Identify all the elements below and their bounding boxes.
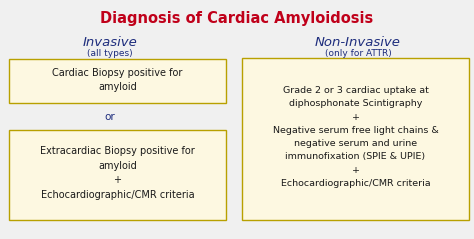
Text: Invasive: Invasive (82, 36, 137, 49)
Text: Grade 2 or 3 cardiac uptake at
diphosphonate Scintigraphy
+
Negative serum free : Grade 2 or 3 cardiac uptake at diphospho… (273, 86, 438, 188)
Text: or: or (105, 112, 115, 122)
Text: Diagnosis of Cardiac Amyloidosis: Diagnosis of Cardiac Amyloidosis (100, 11, 374, 26)
FancyBboxPatch shape (9, 130, 226, 220)
Text: Extracardiac Biopsy positive for
amyloid
+
Echocardiographic/CMR criteria: Extracardiac Biopsy positive for amyloid… (40, 146, 195, 200)
Text: Non-Invasive: Non-Invasive (315, 36, 401, 49)
FancyBboxPatch shape (9, 59, 226, 103)
FancyBboxPatch shape (242, 58, 469, 220)
Text: Cardiac Biopsy positive for
amyloid: Cardiac Biopsy positive for amyloid (52, 68, 182, 92)
Text: (all types): (all types) (87, 49, 133, 58)
Text: (only for ATTR): (only for ATTR) (325, 49, 392, 58)
